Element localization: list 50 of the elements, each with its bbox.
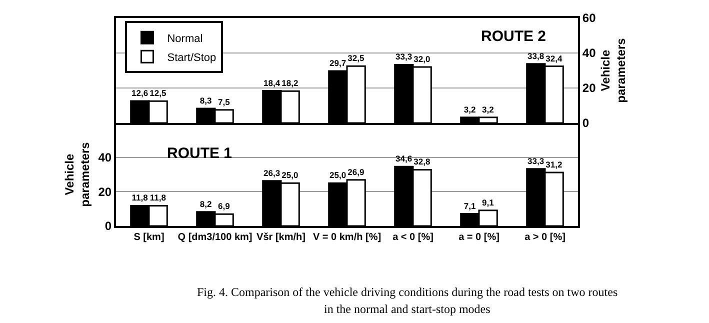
data-label: 8,3 (200, 95, 212, 106)
data-label: 11,8 (150, 192, 166, 203)
text: in the normal and start-stop modes (324, 302, 491, 316)
y-tick-label: 40 (98, 150, 112, 165)
data-label: 32,8 (414, 156, 430, 167)
data-label: 33,3 (396, 52, 412, 62)
y-tick-label: 0 (582, 116, 590, 130)
x-tick-label: Všr [km/h] (256, 232, 306, 243)
y-tick-label: 60 (582, 11, 596, 26)
y-tick-label: 40 (582, 46, 596, 60)
annotation: ROUTE 1 (167, 145, 232, 162)
legend-label: Start/Stop (167, 52, 216, 64)
x-tick-label: a = 0 [%] (458, 232, 500, 243)
data-label: 18,4 (264, 78, 280, 88)
y-tick-label: 0 (104, 219, 112, 234)
data-label: 33,8 (528, 50, 544, 61)
y-tick-label: 20 (98, 184, 112, 199)
x-tick-label: a > 0 [%] (524, 232, 566, 243)
x-tick-label: V = 0 km/h [%] (312, 232, 382, 243)
annotation: ROUTE 2 (481, 28, 546, 45)
y-tick-label: 20 (582, 81, 596, 96)
data-label: 18,2 (282, 78, 298, 88)
data-label: 11,8 (132, 192, 148, 203)
data-label: 26,3 (264, 168, 280, 178)
x-tick-label: a < 0 [%] (392, 232, 434, 243)
data-label: 31,2 (546, 159, 562, 170)
data-label: 32,4 (546, 53, 562, 64)
data-label: 25,0 (282, 170, 298, 180)
data-label: 34,6 (396, 154, 412, 164)
data-label: 9,1 (482, 197, 494, 208)
data-label: 33,3 (528, 156, 544, 166)
legend-label: Normal (167, 32, 203, 45)
y-axis-title: Vehicle parameters (62, 142, 92, 207)
x-tick-label: S [km] (134, 232, 164, 243)
y-axis-title: Vehicle parameters (598, 38, 628, 103)
data-label: 26,9 (348, 166, 364, 177)
data-label: 3,2 (464, 104, 476, 114)
data-label: 12,6 (132, 88, 148, 98)
data-label: 29,7 (330, 58, 346, 68)
data-label: 25,0 (330, 170, 346, 180)
data-label: 32,0 (414, 54, 430, 64)
data-label: 3,2 (482, 104, 494, 114)
data-label: 6,9 (218, 201, 230, 212)
data-label: 12,5 (150, 88, 166, 98)
caption: Fig. 4. Comparison of the vehicle driving conditions during the road tests on two routes (197, 285, 618, 299)
data-label: 7,5 (218, 96, 230, 107)
data-label: 7,1 (464, 200, 476, 211)
data-label: 32,5 (348, 53, 364, 64)
x-tick-label: Q [dm3/100 km] (178, 232, 252, 243)
data-label: 8,2 (200, 198, 212, 209)
